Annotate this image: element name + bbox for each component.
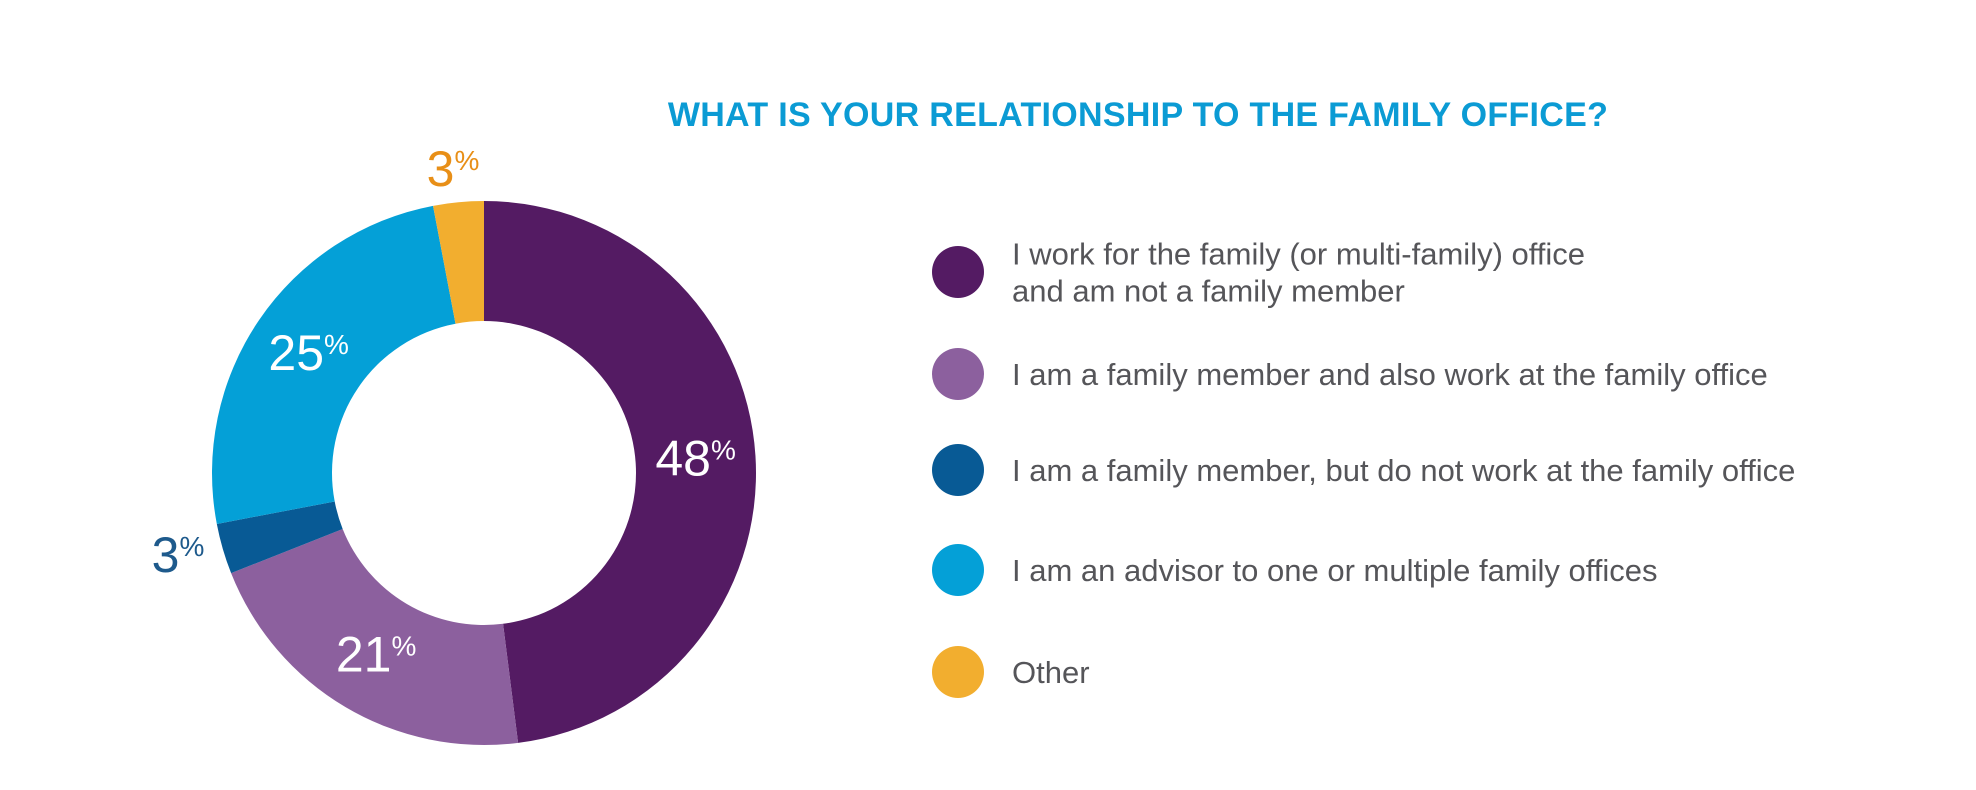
legend-item-i-am-a-family-member-but-do-not-work-at-: I am a family member, but do not work at… [932,444,1795,496]
legend-swatch [932,246,984,298]
legend-item-i-am-a-family-member-and-also-work-at-th: I am a family member and also work at th… [932,348,1768,400]
slice-i-am-a-family-member-but-do-not-work-at- [216,501,343,574]
slice-label-other: 3% [427,141,480,197]
legend-label: I am a family member and also work at th… [1012,357,1768,392]
slice-other [433,201,484,324]
legend-item-i-work-for-the-family-or-multi-family-of: I work for the family (or multi-family) … [932,237,1585,309]
chart-title: WHAT IS YOUR RELATIONSHIP TO THE FAMILY … [668,96,1608,134]
legend-swatch [932,348,984,400]
legend-swatch [932,444,984,496]
legend-label: I am an advisor to one or multiple famil… [1012,553,1658,588]
legend-label: I work for the family (or multi-family) … [1012,237,1585,272]
slice-label-i-am-an-advisor-to-one-or-multiple-famil: 25% [268,325,349,381]
legend-label: Other [1012,655,1090,690]
slice-i-work-for-the-family-or-multi-family-of [484,201,757,743]
slice-label-i-am-a-family-member-and-also-work-at-th: 21% [336,626,417,682]
legend-swatch [932,646,984,698]
legend-label: I am a family member, but do not work at… [1012,453,1795,488]
slice-labels: 48% 21% 3% 25% 3% [152,141,736,682]
slice-label-i-am-a-family-member-but-do-not-work-at-: 3% [152,527,205,583]
legend-swatch [932,544,984,596]
slice-i-am-a-family-member-and-also-work-at-th [231,528,519,745]
slice-label-i-work-for-the-family-or-multi-family-of: 48% [655,431,736,487]
legend-item-i-am-an-advisor-to-one-or-multiple-famil: I am an advisor to one or multiple famil… [932,544,1658,596]
donut-slices [212,201,757,745]
legend: I work for the family (or multi-family) … [932,237,1795,698]
slice-i-am-an-advisor-to-one-or-multiple-famil [212,205,456,524]
legend-item-other: Other [932,646,1090,698]
legend-label: and am not a family member [1012,274,1405,309]
